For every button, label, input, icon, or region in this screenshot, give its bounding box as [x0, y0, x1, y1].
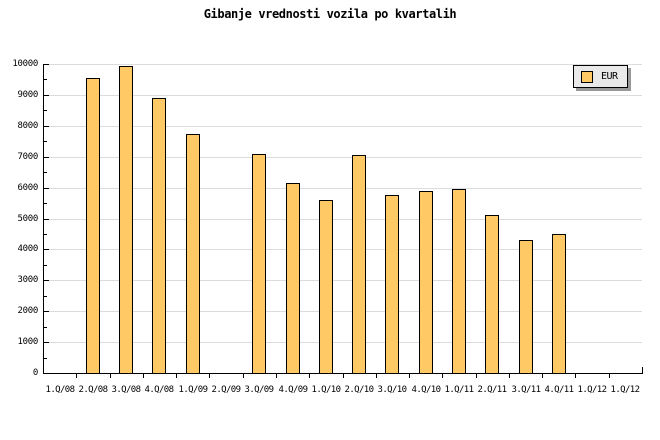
gridline-10000 [43, 64, 642, 65]
x-boundary-tick-13 [476, 374, 477, 378]
y-axis-line [43, 64, 44, 374]
legend-color-swatch [581, 70, 593, 83]
x-boundary-tick-6 [243, 374, 244, 378]
y-major-tick-8000 [44, 126, 49, 127]
y-major-tick-6000 [44, 188, 49, 189]
x-boundary-tick-14 [509, 374, 510, 378]
bar-4.Q/10-12 [419, 191, 433, 374]
gridline-5000 [43, 219, 642, 220]
x-tick-label-1: 1.Q/08 [45, 385, 76, 395]
x-boundary-tick-5 [209, 374, 210, 378]
bar-4.Q/08-4 [152, 98, 166, 374]
y-tick-label-4000: 4000 [17, 244, 39, 254]
y-minor-tick-3500 [44, 265, 47, 266]
gridline-6000 [43, 188, 642, 189]
y-minor-tick-9500 [44, 79, 47, 80]
y-tick-label-10000: 10000 [12, 59, 38, 69]
bar-3.Q/08-3 [119, 66, 133, 374]
x-tick-label-11: 3.Q/10 [377, 385, 408, 395]
x-axis-line [43, 373, 643, 374]
gridline-9000 [43, 95, 642, 96]
x-boundary-tick-1 [76, 374, 77, 378]
gridline-1000 [43, 342, 642, 343]
y-minor-tick-2500 [44, 296, 47, 297]
x-tick-label-10: 2.Q/10 [344, 385, 375, 395]
bar-3.Q/11-15 [519, 240, 533, 374]
y-major-tick-3000 [44, 280, 49, 281]
gridline-8000 [43, 126, 642, 127]
x-tick-label-13: 1.Q/11 [444, 385, 475, 395]
bar-2.Q/08-2 [86, 78, 100, 374]
y-major-tick-4000 [44, 249, 49, 250]
x-boundary-tick-7 [276, 374, 277, 378]
bar-2.Q/11-14 [485, 215, 499, 374]
bar-1.Q/11-13 [452, 189, 466, 374]
y-minor-tick-5500 [44, 203, 47, 204]
x-tick-label-15: 3.Q/11 [511, 385, 542, 395]
x-boundary-tick-2 [110, 374, 111, 378]
x-boundary-tick-3 [143, 374, 144, 378]
x-tick-label-5: 1.Q/09 [178, 385, 209, 395]
bar-4.Q/11-16 [552, 234, 566, 374]
x-tick-label-3: 3.Q/08 [111, 385, 142, 395]
y-minor-tick-6500 [44, 172, 47, 173]
y-major-tick-1000 [44, 342, 49, 343]
bar-3.Q/09-7 [252, 154, 266, 374]
x-tick-label-16: 4.Q/11 [544, 385, 575, 395]
x-tick-label-14: 2.Q/11 [477, 385, 508, 395]
y-tick-label-0: 0 [32, 368, 38, 378]
bar-1.Q/09-5 [186, 134, 200, 374]
y-major-tick-9000 [44, 95, 49, 96]
x-boundary-tick-11 [409, 374, 410, 378]
bar-3.Q/10-11 [385, 195, 399, 374]
x-boundary-tick-15 [542, 374, 543, 378]
x-boundary-tick-9 [343, 374, 344, 378]
x-tick-label-6: 2.Q/09 [211, 385, 242, 395]
y-tick-label-9000: 9000 [17, 90, 39, 100]
x-tick-label-17: 1.Q/12 [577, 385, 608, 395]
gridline-4000 [43, 249, 642, 250]
x-tick-label-7: 3.Q/09 [244, 385, 275, 395]
y-minor-tick-1500 [44, 327, 47, 328]
x-tick-label-9: 1.Q/10 [311, 385, 342, 395]
y-tick-label-6000: 6000 [17, 183, 39, 193]
y-minor-tick-4500 [44, 234, 47, 235]
y-major-tick-5000 [44, 219, 49, 220]
y-minor-tick-500 [44, 358, 47, 359]
x-boundary-tick-10 [376, 374, 377, 378]
x-tick-label-8: 4.Q/09 [278, 385, 309, 395]
x-boundary-tick-8 [309, 374, 310, 378]
x-boundary-tick-12 [442, 374, 443, 378]
y-tick-label-5000: 5000 [17, 214, 39, 224]
legend-box: EUR [573, 65, 628, 88]
y-tick-label-8000: 8000 [17, 121, 39, 131]
y-tick-label-2000: 2000 [17, 306, 39, 316]
x-tick-label-12: 4.Q/10 [411, 385, 442, 395]
bar-2.Q/10-10 [352, 155, 366, 374]
bar-4.Q/09-8 [286, 183, 300, 374]
gridline-3000 [43, 280, 642, 281]
x-boundary-tick-16 [575, 374, 576, 378]
y-minor-tick-8500 [44, 110, 47, 111]
y-major-tick-2000 [44, 311, 49, 312]
y-major-tick-10000 [44, 64, 49, 65]
y-major-tick-7000 [44, 157, 49, 158]
x-tick-label-18: 1.Q/12 [610, 385, 641, 395]
x-boundary-tick-4 [176, 374, 177, 378]
x-tick-label-2: 2.Q/08 [78, 385, 109, 395]
y-minor-tick-7500 [44, 141, 47, 142]
legend-series-label: EUR [601, 70, 618, 82]
x-boundary-tick-17 [609, 374, 610, 378]
y-tick-label-3000: 3000 [17, 275, 39, 285]
chart-title: Gibanje vrednosti vozila po kvartalih [203, 7, 457, 21]
x-tick-label-4: 4.Q/08 [144, 385, 175, 395]
gridline-2000 [43, 311, 642, 312]
y-tick-label-7000: 7000 [17, 152, 39, 162]
gridline-7000 [43, 157, 642, 158]
y-tick-label-1000: 1000 [17, 337, 39, 347]
bar-1.Q/10-9 [319, 200, 333, 374]
x-axis-end-tick [642, 367, 643, 373]
